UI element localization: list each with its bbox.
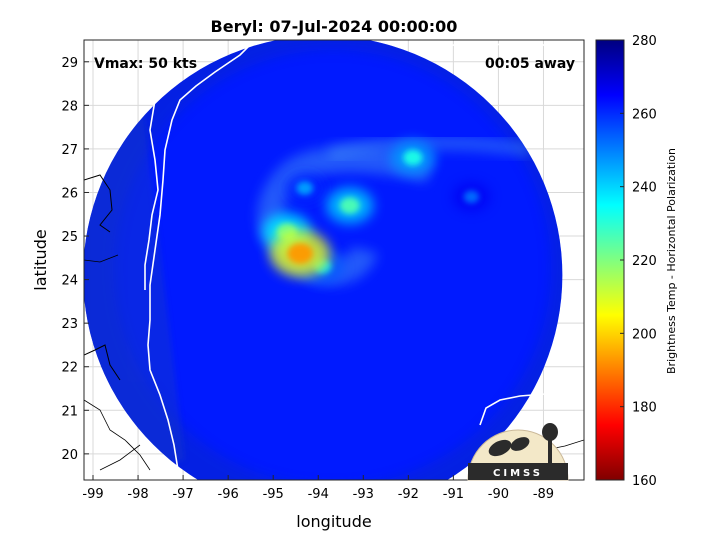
cimss-logo: CIMSS bbox=[467, 423, 569, 481]
y-tick-label: 25 bbox=[61, 230, 78, 245]
y-tick-label: 23 bbox=[61, 317, 78, 332]
texas-border bbox=[84, 254, 119, 263]
texas-coast bbox=[147, 40, 256, 480]
y-axis-label: latitude bbox=[31, 229, 50, 290]
x-tick-label: -98 bbox=[127, 487, 148, 502]
x-tick-label: -91 bbox=[443, 487, 464, 502]
logo-tower-tank bbox=[542, 423, 558, 441]
colorbar-tick-label: 220 bbox=[632, 254, 657, 269]
logo-tower bbox=[548, 438, 552, 463]
y-tick-label: 21 bbox=[61, 404, 78, 419]
x-tick-label: -93 bbox=[353, 487, 374, 502]
convective-cell bbox=[285, 173, 325, 204]
texas-coast-inner bbox=[144, 79, 159, 290]
yucatan-coast bbox=[479, 379, 584, 426]
vmax-annotation: Vmax: 50 kts bbox=[94, 56, 197, 72]
y-tick-label: 28 bbox=[61, 99, 78, 114]
convective-cell-core bbox=[339, 197, 360, 214]
logo-dish-b bbox=[510, 437, 530, 451]
border-line-b bbox=[84, 344, 121, 381]
x-tick-label: -99 bbox=[82, 487, 103, 502]
rain-band-outer bbox=[327, 136, 532, 162]
x-tick-label: -89 bbox=[533, 487, 554, 502]
convective-cell-core bbox=[463, 190, 480, 204]
colorbar-tick-label: 280 bbox=[632, 34, 657, 49]
convective-cell-core bbox=[287, 243, 313, 264]
x-tick-label: -92 bbox=[398, 487, 419, 502]
convective-features bbox=[262, 140, 490, 283]
x-axis-label: longitude bbox=[296, 512, 371, 531]
border-line-a bbox=[84, 174, 113, 233]
swath-left-edge bbox=[84, 80, 185, 480]
colorbar-tick-label: 160 bbox=[632, 474, 657, 489]
colorbar-tick-label: 180 bbox=[632, 401, 657, 416]
plot-area bbox=[84, 40, 584, 480]
colorbar-tick-label: 260 bbox=[632, 107, 657, 122]
x-tick-label: -90 bbox=[488, 487, 509, 502]
x-tick-label: -95 bbox=[263, 487, 284, 502]
convective-cell-core bbox=[296, 181, 314, 195]
convective-cell bbox=[452, 182, 490, 212]
us-coast-top bbox=[439, 40, 584, 51]
colorbar-ticks: 160 180 200 220 240 260 280 bbox=[620, 34, 657, 489]
x-tick-label: -96 bbox=[218, 487, 239, 502]
y-tick-label: 29 bbox=[61, 56, 78, 71]
colorbar-label: Brightness Temp - Horizontal Polarizatio… bbox=[665, 148, 678, 374]
convective-cell bbox=[270, 230, 331, 277]
mexico-border-b bbox=[99, 444, 141, 471]
y-tick-label: 20 bbox=[61, 448, 78, 463]
time-away-annotation: 00:05 away bbox=[485, 56, 575, 72]
y-tick-label: 26 bbox=[61, 186, 78, 201]
colorbar bbox=[595, 39, 625, 481]
chart-title: Beryl: 07-Jul-2024 00:00:00 bbox=[211, 17, 458, 36]
plot-frame bbox=[83, 39, 585, 481]
convective-cell-core bbox=[403, 149, 423, 166]
x-tick-label: -94 bbox=[308, 487, 329, 502]
colorbar-tick-label: 200 bbox=[632, 327, 657, 342]
coastlines bbox=[84, 40, 584, 480]
x-tick-label: -97 bbox=[172, 487, 193, 502]
logo-dish-a bbox=[488, 439, 512, 457]
y-tick-label: 27 bbox=[61, 143, 78, 158]
y-tick-label: 24 bbox=[61, 274, 78, 289]
logo-band bbox=[468, 463, 568, 480]
y-axis-ticks: 20 21 22 23 24 25 26 27 28 29 bbox=[61, 56, 89, 463]
x-axis-ticks: -99 -98 -97 -96 -95 -94 -93 -92 -91 -90 -89 bbox=[82, 475, 554, 502]
colorbar-tick-label: 240 bbox=[632, 181, 657, 196]
y-tick-label: 22 bbox=[61, 361, 78, 376]
mexico-border-a bbox=[84, 399, 151, 471]
convective-cell bbox=[390, 140, 436, 175]
logo-text: CIMSS bbox=[493, 468, 543, 479]
convective-cell bbox=[326, 187, 374, 224]
